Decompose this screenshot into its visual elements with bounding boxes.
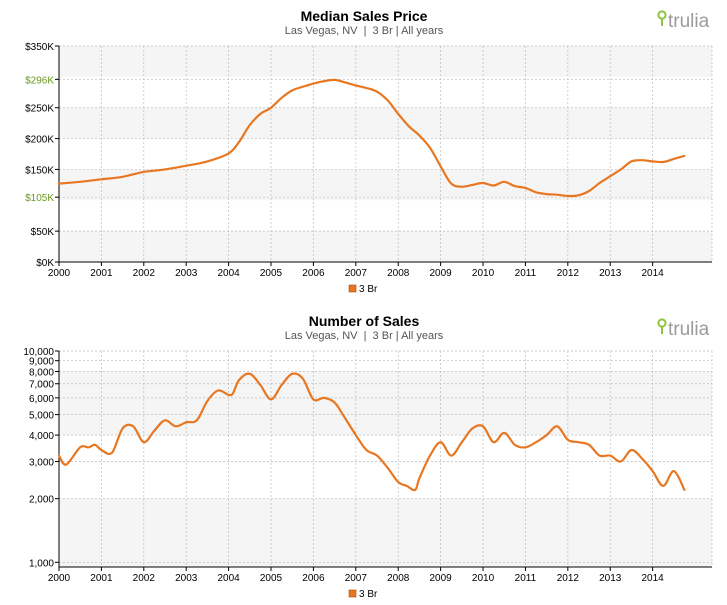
y-tick-label: 5,000 [29, 411, 54, 422]
y-tick-label: 3,000 [29, 457, 54, 468]
y-tick-label: 8,000 [29, 367, 54, 378]
x-tick-label: 2012 [557, 268, 580, 279]
plot-area: $0K $50K $105K $150K $200K $250K $296K $350K 200… [25, 42, 713, 279]
median-sales-price-plot: Median Sales Price Las Vegas, NV | 3 Br … [25, 8, 713, 295]
median-sales-price-chart: Median Sales Price Las Vegas, NV | 3 Br … [0, 0, 727, 300]
y-tick-label: $50K [31, 227, 55, 238]
x-tick-label: 2009 [429, 268, 452, 279]
y-tick-label: $350K [25, 42, 54, 53]
x-tick-label: 2006 [302, 268, 325, 279]
series-line-3br[interactable] [57, 372, 686, 492]
x-tick-label: 2000 [48, 573, 71, 584]
grid-band [59, 371, 712, 436]
y-tick-label: 6,000 [29, 394, 54, 405]
trulia-wordmark: trulia [668, 319, 710, 340]
legend-label: 3 Br [359, 284, 378, 295]
trulia-wordmark: trulia [668, 11, 710, 32]
y-tick-label: $200K [25, 135, 54, 146]
y-tick-label: 2,000 [29, 495, 54, 506]
map-pin-icon [657, 318, 667, 334]
x-tick-label: 2014 [642, 268, 665, 279]
grid-band [59, 107, 712, 139]
legend-label: 3 Br [359, 589, 378, 600]
x-tick-label: 2002 [133, 573, 156, 584]
x-tick-label: 2001 [90, 573, 113, 584]
x-tick-label: 2005 [260, 573, 283, 584]
chart-subtitle: Las Vegas, NV | 3 Br | All years [285, 25, 444, 37]
y-tick-label: $150K [25, 165, 54, 176]
x-tick-label: 2012 [557, 573, 580, 584]
y-tick-label: 10,000 [23, 347, 54, 358]
x-tick-label: 2014 [642, 573, 665, 584]
x-tick-label: 2013 [599, 268, 622, 279]
legend-swatch [348, 589, 357, 598]
x-tick-label: 2005 [260, 268, 283, 279]
map-pin-icon [657, 10, 667, 26]
x-tick-label: 2000 [48, 268, 71, 279]
y-tick-label: 7,000 [29, 380, 54, 391]
legend[interactable]: 3 Br [348, 284, 378, 295]
y-tick-label: $250K [25, 104, 54, 115]
x-tick-label: 2004 [217, 573, 240, 584]
x-tick-label: 2011 [515, 573, 537, 584]
grid-band [59, 498, 712, 567]
x-tick-label: 2003 [175, 573, 198, 584]
x-tick-label: 2001 [90, 268, 113, 279]
trulia-logo[interactable]: trulia [657, 318, 710, 340]
x-tick-label: 2003 [175, 268, 198, 279]
y-tick-label: 1,000 [29, 558, 54, 569]
number-of-sales-chart: Number of Sales Las Vegas, NV | 3 Br | A… [0, 305, 727, 600]
chart-title: Number of Sales [309, 313, 420, 329]
x-tick-label: 2008 [387, 268, 410, 279]
y-tick-label: 9,000 [29, 357, 54, 368]
legend-swatch [348, 284, 357, 293]
grid-band [59, 46, 712, 77]
y-tick-label: $105K [25, 193, 54, 204]
y-tick-label: $296K [25, 75, 54, 86]
number-of-sales-plot: Number of Sales Las Vegas, NV | 3 Br | A… [23, 313, 713, 600]
trulia-logo[interactable]: trulia [657, 10, 710, 32]
x-tick-label: 2006 [302, 573, 325, 584]
x-tick-label: 2013 [599, 573, 622, 584]
x-tick-label: 2010 [472, 268, 495, 279]
x-tick-label: 2007 [345, 573, 368, 584]
x-tick-label: 2007 [345, 268, 368, 279]
x-tick-label: 2004 [217, 268, 240, 279]
grid-band [59, 231, 712, 262]
x-tick-label: 2002 [133, 268, 156, 279]
x-tick-label: 2009 [429, 573, 452, 584]
grid-band [59, 169, 712, 201]
y-tick-label: $0K [36, 258, 54, 269]
x-tick-label: 2011 [515, 268, 537, 279]
plot-area: 1,000 2,000 3,000 4,000 5,000 6,000 7,000 8,000… [23, 347, 713, 584]
legend[interactable]: 3 Br [348, 589, 378, 600]
x-tick-label: 2008 [387, 573, 410, 584]
chart-subtitle: Las Vegas, NV | 3 Br | All years [285, 330, 444, 342]
series-line-3br[interactable] [57, 78, 686, 198]
x-tick-label: 2010 [472, 573, 495, 584]
y-tick-label: 4,000 [29, 431, 54, 442]
chart-title: Median Sales Price [301, 8, 428, 24]
